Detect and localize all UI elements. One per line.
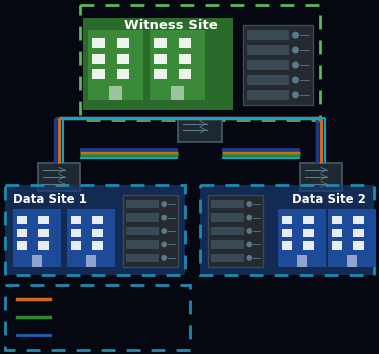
Circle shape xyxy=(293,77,298,83)
Circle shape xyxy=(293,32,298,38)
FancyBboxPatch shape xyxy=(38,216,49,224)
FancyBboxPatch shape xyxy=(353,241,363,250)
FancyBboxPatch shape xyxy=(92,241,103,250)
FancyBboxPatch shape xyxy=(88,30,143,100)
FancyBboxPatch shape xyxy=(178,118,222,142)
FancyBboxPatch shape xyxy=(32,255,42,267)
FancyBboxPatch shape xyxy=(211,253,244,262)
Circle shape xyxy=(162,256,166,260)
Circle shape xyxy=(293,47,298,53)
Text: Data Site 1: Data Site 1 xyxy=(13,193,87,206)
FancyBboxPatch shape xyxy=(13,209,61,267)
FancyBboxPatch shape xyxy=(328,209,376,267)
FancyBboxPatch shape xyxy=(353,216,363,224)
FancyBboxPatch shape xyxy=(86,255,96,267)
FancyBboxPatch shape xyxy=(211,227,244,235)
Circle shape xyxy=(247,256,251,260)
FancyBboxPatch shape xyxy=(92,54,105,64)
Circle shape xyxy=(162,229,166,233)
FancyBboxPatch shape xyxy=(243,25,313,105)
FancyBboxPatch shape xyxy=(282,216,293,224)
FancyBboxPatch shape xyxy=(92,69,105,79)
Circle shape xyxy=(247,215,251,220)
FancyBboxPatch shape xyxy=(179,69,191,79)
FancyBboxPatch shape xyxy=(300,163,342,191)
FancyBboxPatch shape xyxy=(332,216,342,224)
FancyBboxPatch shape xyxy=(117,54,129,64)
FancyBboxPatch shape xyxy=(83,18,233,110)
FancyBboxPatch shape xyxy=(126,240,159,249)
Text: Witness Site: Witness Site xyxy=(124,19,218,32)
FancyBboxPatch shape xyxy=(71,241,81,250)
FancyBboxPatch shape xyxy=(126,227,159,235)
FancyBboxPatch shape xyxy=(247,30,289,40)
FancyBboxPatch shape xyxy=(126,200,159,209)
FancyBboxPatch shape xyxy=(92,229,103,237)
FancyBboxPatch shape xyxy=(211,200,244,209)
FancyBboxPatch shape xyxy=(282,241,293,250)
FancyBboxPatch shape xyxy=(303,241,313,250)
FancyBboxPatch shape xyxy=(17,216,27,224)
FancyBboxPatch shape xyxy=(208,195,263,267)
FancyBboxPatch shape xyxy=(179,38,191,48)
FancyBboxPatch shape xyxy=(126,253,159,262)
FancyBboxPatch shape xyxy=(247,75,289,85)
FancyBboxPatch shape xyxy=(303,216,313,224)
FancyBboxPatch shape xyxy=(80,5,320,120)
FancyBboxPatch shape xyxy=(92,216,103,224)
Circle shape xyxy=(293,62,298,68)
FancyBboxPatch shape xyxy=(154,69,166,79)
FancyBboxPatch shape xyxy=(211,240,244,249)
FancyBboxPatch shape xyxy=(150,30,205,100)
FancyBboxPatch shape xyxy=(200,185,374,275)
FancyBboxPatch shape xyxy=(126,213,159,222)
FancyBboxPatch shape xyxy=(332,229,342,237)
FancyBboxPatch shape xyxy=(117,69,129,79)
FancyBboxPatch shape xyxy=(247,60,289,70)
FancyBboxPatch shape xyxy=(117,38,129,48)
FancyBboxPatch shape xyxy=(303,229,313,237)
FancyBboxPatch shape xyxy=(247,90,289,100)
Circle shape xyxy=(162,202,166,206)
Circle shape xyxy=(162,242,166,247)
FancyBboxPatch shape xyxy=(38,163,80,191)
FancyBboxPatch shape xyxy=(154,54,166,64)
FancyBboxPatch shape xyxy=(353,229,363,237)
FancyBboxPatch shape xyxy=(17,241,27,250)
Circle shape xyxy=(247,229,251,233)
FancyBboxPatch shape xyxy=(297,255,307,267)
Circle shape xyxy=(247,242,251,247)
FancyBboxPatch shape xyxy=(278,209,326,267)
FancyBboxPatch shape xyxy=(17,229,27,237)
FancyBboxPatch shape xyxy=(123,195,178,267)
FancyBboxPatch shape xyxy=(247,45,289,55)
Circle shape xyxy=(247,202,251,206)
FancyBboxPatch shape xyxy=(67,209,115,267)
FancyBboxPatch shape xyxy=(71,216,81,224)
Circle shape xyxy=(293,92,298,98)
Circle shape xyxy=(162,215,166,220)
FancyBboxPatch shape xyxy=(332,241,342,250)
FancyBboxPatch shape xyxy=(38,241,49,250)
FancyBboxPatch shape xyxy=(71,229,81,237)
FancyBboxPatch shape xyxy=(92,38,105,48)
FancyBboxPatch shape xyxy=(154,38,166,48)
FancyBboxPatch shape xyxy=(38,229,49,237)
FancyBboxPatch shape xyxy=(211,213,244,222)
FancyBboxPatch shape xyxy=(179,54,191,64)
FancyBboxPatch shape xyxy=(347,255,357,267)
Text: Data Site 2: Data Site 2 xyxy=(292,193,366,206)
FancyBboxPatch shape xyxy=(5,185,185,275)
FancyBboxPatch shape xyxy=(282,229,293,237)
FancyBboxPatch shape xyxy=(171,86,183,100)
FancyBboxPatch shape xyxy=(110,86,122,100)
